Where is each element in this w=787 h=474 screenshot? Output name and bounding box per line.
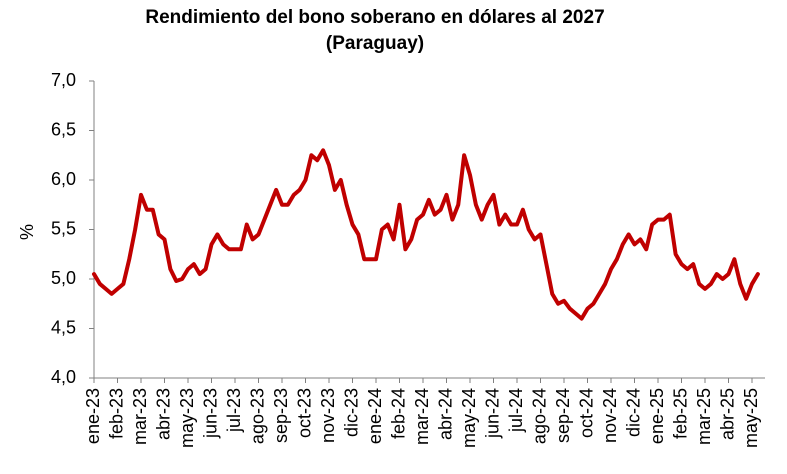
- x-tick-label: dic-23: [341, 388, 361, 437]
- x-tick-label: jul-23: [224, 388, 244, 433]
- y-tick-label: 6,5: [51, 119, 76, 139]
- x-tick-label: jul-24: [506, 388, 526, 433]
- y-tick-label: 7,0: [51, 70, 76, 90]
- x-tick-label: ene-25: [647, 388, 667, 444]
- x-tick-label: ene-23: [83, 388, 103, 444]
- x-tick-label: may-25: [741, 388, 761, 448]
- x-tick-label: ago-23: [247, 388, 267, 444]
- y-tick-label: 4,5: [51, 317, 76, 337]
- y-axis-label: %: [17, 224, 37, 240]
- x-tick-label: mar-23: [130, 388, 150, 445]
- x-tick-label: dic-24: [623, 388, 643, 437]
- x-tick-label: jun-23: [200, 388, 220, 439]
- x-tick-label: nov-23: [318, 388, 338, 443]
- x-tick-label: jun-24: [482, 388, 502, 439]
- x-tick-label: abr-23: [153, 388, 173, 440]
- y-tick-label: 4,0: [51, 367, 76, 387]
- x-tick-label: mar-24: [412, 388, 432, 445]
- x-tick-label: sep-23: [271, 388, 291, 443]
- y-tick-label: 5,0: [51, 268, 76, 288]
- x-tick-label: oct-23: [294, 388, 314, 438]
- x-tick-label: feb-23: [106, 388, 126, 439]
- x-tick-label: sep-24: [553, 388, 573, 443]
- x-tick-label: mar-25: [694, 388, 714, 445]
- x-tick-label: abr-25: [717, 388, 737, 440]
- x-tick-label: oct-24: [576, 388, 596, 438]
- data-line: [92, 148, 760, 321]
- x-tick-label: may-24: [459, 388, 479, 448]
- y-tick-label: 6,0: [51, 169, 76, 189]
- x-tick-label: ago-24: [529, 388, 549, 444]
- chart-subtitle: (Paraguay): [326, 33, 424, 54]
- x-tick-label: feb-24: [388, 388, 408, 439]
- x-tick-label: ene-24: [365, 388, 385, 444]
- y-tick-label: 5,5: [51, 218, 76, 238]
- x-tick-label: nov-24: [600, 388, 620, 443]
- x-tick-label: may-23: [177, 388, 197, 448]
- x-tick-label: abr-24: [435, 388, 455, 440]
- chart-title: Rendimiento del bono soberano en dólares…: [145, 7, 604, 28]
- x-tick-label: feb-25: [670, 388, 690, 439]
